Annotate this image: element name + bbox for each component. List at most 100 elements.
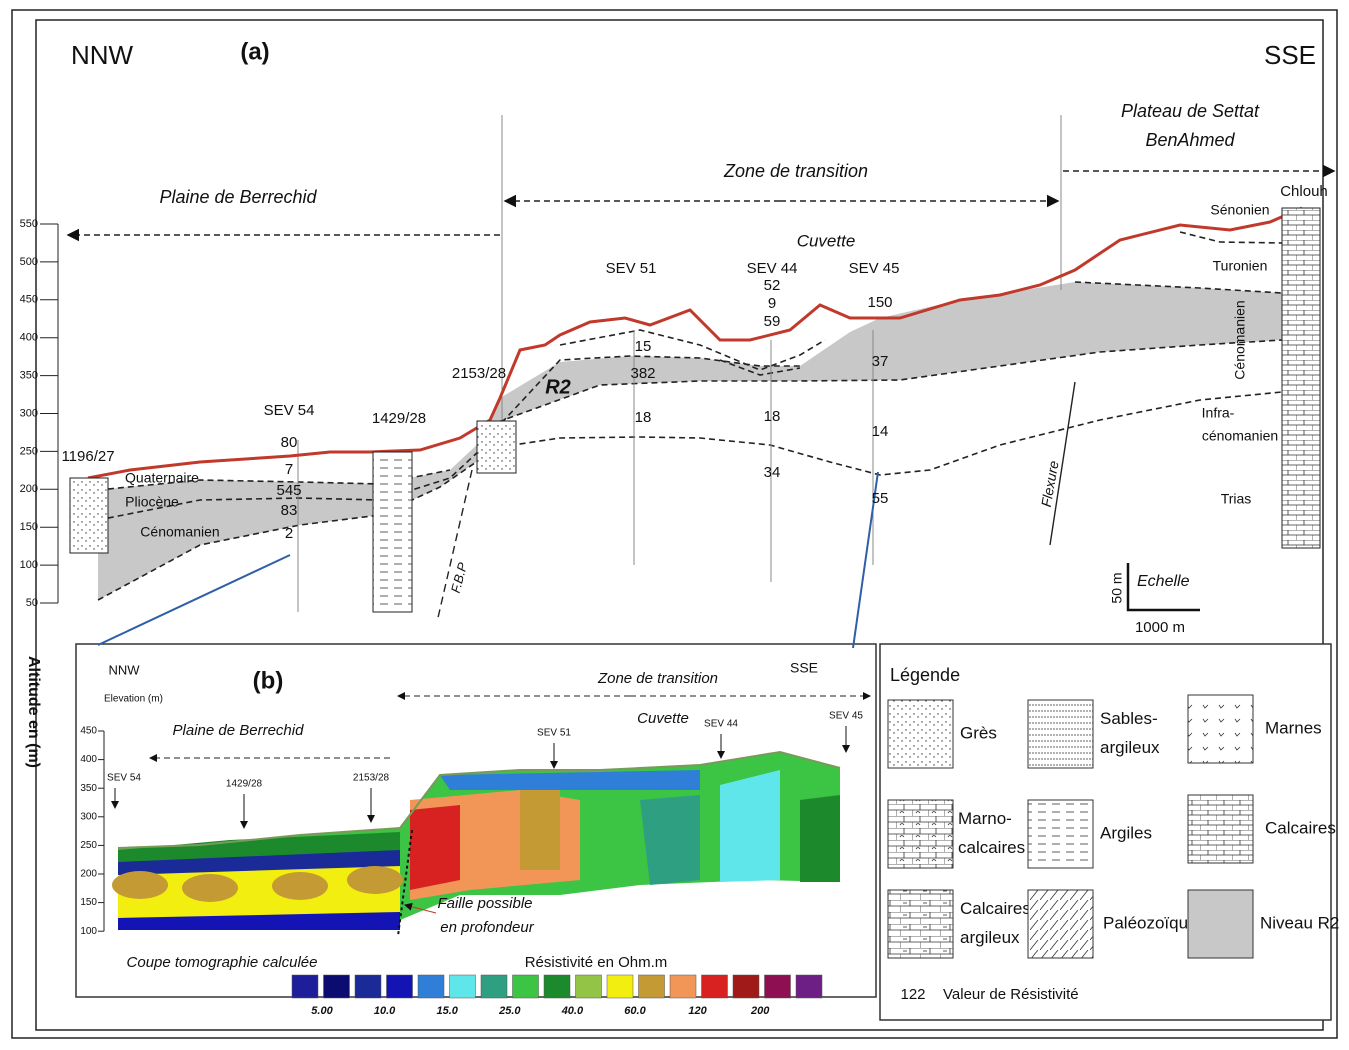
formation-label: Cénomanien [140, 524, 219, 540]
figure: 55050045040035030025020015010050Altitude… [0, 0, 1349, 1050]
colorbar-label: 120 [688, 1005, 707, 1017]
direction: SSE [1264, 40, 1316, 70]
y-tick-label: 250 [20, 445, 38, 457]
colorbar-label: 200 [750, 1005, 770, 1017]
y-tick-label: 300 [80, 811, 97, 822]
legend-label: Marno- [958, 809, 1012, 828]
scale-title: Echelle [1137, 573, 1190, 590]
resistivity-value: 2 [285, 525, 293, 542]
color-swatch [639, 975, 665, 998]
point-label: SEV 45 [829, 711, 863, 722]
resistivity-value: 83 [281, 502, 298, 519]
y-tick-label: 500 [20, 256, 38, 268]
legend-label: argileux [960, 928, 1020, 947]
direction: NNW [108, 662, 140, 677]
legend-label: calcaires [958, 838, 1025, 857]
legend-label: Marnes [1265, 718, 1322, 737]
formation-label: Sénonien [1210, 202, 1269, 218]
colorbar-label: 25.0 [498, 1005, 521, 1017]
tomo-layer [520, 790, 560, 870]
colorbar-label: 15.0 [436, 1005, 458, 1017]
tomo-layer [410, 805, 460, 890]
direction: NNW [71, 40, 134, 70]
axis-title: Elevation (m) [104, 694, 163, 705]
scale-horizontal: 1000 m [1135, 619, 1185, 636]
resistivity-value: 382 [630, 365, 655, 382]
color-swatch [292, 975, 318, 998]
y-tick-label: 150 [20, 521, 38, 533]
tomo-layer [720, 770, 780, 882]
legend-swatch [1028, 800, 1093, 868]
fault-label: en profondeur [440, 919, 534, 936]
legend-label: Paléozoïque [1103, 913, 1198, 932]
color-swatch [702, 975, 728, 998]
color-swatch [355, 975, 381, 998]
panel-label: (a) [240, 38, 269, 65]
legend-label: Sables- [1100, 709, 1158, 728]
formation-label: Cénomanien [1232, 300, 1248, 379]
legend-swatch [888, 700, 953, 768]
legend-label: Grès [960, 723, 997, 742]
color-swatch [387, 975, 413, 998]
legend-swatch [1188, 695, 1253, 763]
resistivity-value: 80 [281, 434, 298, 451]
annotation: Flexure [1038, 459, 1062, 508]
point-label: SEV 51 [537, 728, 571, 739]
zone-label: Plaine de Berrechid [159, 187, 317, 207]
zone-label: Cuvette [797, 231, 856, 250]
legend-label: Valeur de Résistivité [943, 986, 1079, 1003]
legend-swatch [1188, 795, 1253, 863]
zone-label: Zone de transition [597, 670, 718, 687]
y-tick-label: 400 [80, 754, 97, 765]
y-tick-label: 300 [20, 407, 38, 419]
formation-label: Pliocène [125, 494, 179, 510]
axis-title: Altitude en (m) [25, 656, 42, 768]
y-tick-label: 450 [80, 726, 97, 737]
formation-label: Infra- [1202, 405, 1235, 421]
resistivity-value: 37 [872, 353, 889, 370]
direction: SSE [790, 660, 818, 676]
tomo-blob [272, 872, 328, 900]
y-tick-label: 550 [20, 218, 38, 230]
formation-label: cénomanien [1202, 428, 1278, 444]
legend-value: 122 [900, 986, 925, 1003]
horizon [1180, 232, 1282, 243]
legend-label: argileux [1100, 738, 1160, 757]
color-swatch [607, 975, 633, 998]
well-label: 1196/27 [61, 448, 114, 465]
zone-label: Cuvette [637, 710, 689, 727]
resistivity-value: 150 [867, 294, 892, 311]
sev-label: SEV 44 [747, 260, 798, 277]
annotation: F.B.P [448, 561, 471, 595]
zone-label: BenAhmed [1145, 130, 1235, 150]
formation-label: Quaternaire [125, 470, 199, 486]
resistivity-value: 7 [285, 461, 293, 478]
well-column [1282, 208, 1320, 548]
colorbar-label: 5.00 [311, 1005, 333, 1017]
y-tick-label: 350 [20, 370, 38, 382]
legend-swatch [888, 800, 953, 868]
resistivity-value: 34 [764, 464, 781, 481]
color-swatch [765, 975, 791, 998]
resistivity-value: 59 [764, 313, 781, 330]
legend-label: Argiles [1100, 823, 1152, 842]
fault-label: Faille possible [437, 895, 532, 912]
colorbar-title: Résistivité en Ohm.m [525, 954, 668, 971]
zone-label: Plaine de Berrechid [173, 722, 305, 739]
y-tick-label: 100 [80, 926, 97, 937]
resistivity-value: 545 [276, 482, 301, 499]
annotation: R2 [545, 376, 571, 398]
colorbar-label: 40.0 [561, 1005, 584, 1017]
color-swatch [481, 975, 507, 998]
resistivity-value: 9 [768, 295, 776, 312]
y-tick-label: 400 [20, 332, 38, 344]
scale-vertical: 50 m [1109, 572, 1125, 603]
well-label: 1429/28 [372, 410, 426, 427]
well-column [70, 478, 108, 553]
color-swatch [733, 975, 759, 998]
zone-label: Zone de transition [723, 161, 868, 181]
color-swatch [513, 975, 539, 998]
tomo-layer [800, 795, 840, 882]
resistivity-value: 52 [764, 277, 781, 294]
y-tick-label: 150 [80, 897, 97, 908]
